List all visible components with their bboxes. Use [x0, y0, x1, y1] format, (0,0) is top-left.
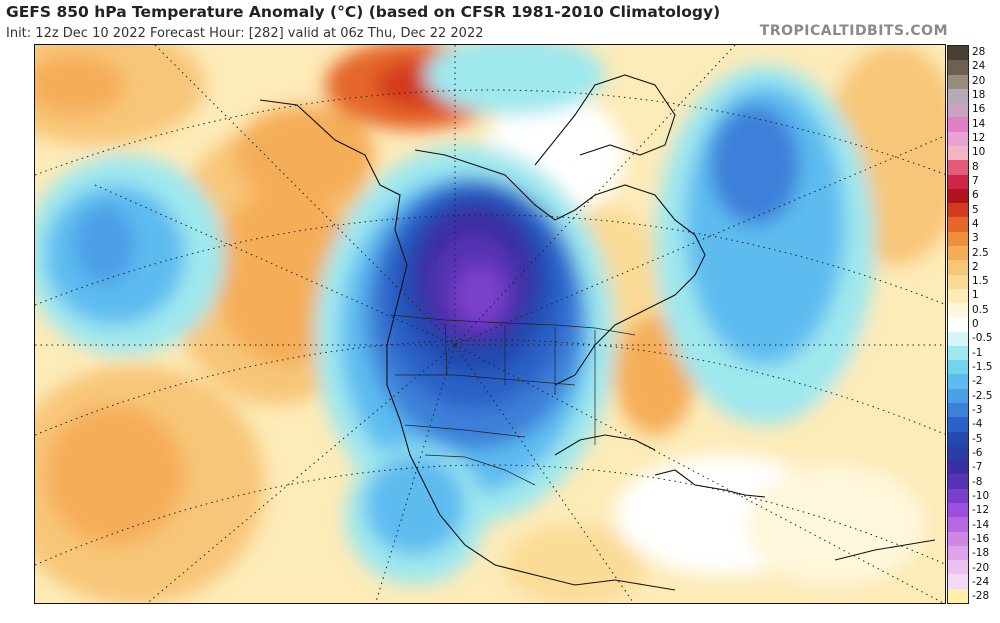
colorbar-swatch — [948, 403, 968, 418]
colorbar-label: 18 — [972, 88, 986, 101]
colorbar-swatch — [948, 388, 968, 404]
colorbar-swatch — [948, 245, 968, 261]
colorbar-label: -1.5 — [972, 361, 993, 374]
colorbar-swatch — [948, 374, 968, 389]
colorbar-label: 5 — [972, 203, 979, 216]
colorbar-swatch — [948, 503, 968, 518]
anomaly-map — [34, 44, 946, 604]
colorbar-label: -0.5 — [972, 332, 993, 345]
colorbar-label: -20 — [972, 561, 990, 574]
colorbar-swatch — [948, 188, 968, 204]
colorbar-label: -10 — [972, 490, 990, 503]
colorbar-swatch — [948, 74, 968, 89]
colorbar-swatch — [948, 417, 968, 432]
colorbar-label: -8 — [972, 475, 983, 488]
colorbar-label: -28 — [972, 590, 990, 603]
colorbar-label: 2 — [972, 260, 979, 273]
colorbar-label: -4 — [972, 418, 983, 431]
colorbar-swatch — [948, 560, 968, 575]
forecast-info: Init: 12z Dec 10 2022 Forecast Hour: [28… — [6, 26, 484, 41]
map-title: GEFS 850 hPa Temperature Anomaly (°C) (b… — [6, 3, 721, 21]
colorbar-label: -16 — [972, 533, 990, 546]
colorbar-swatch — [948, 345, 968, 361]
colorbar-labels: 28 24 20 18 16 14 12 10 8 7 6 5 4 3 2.5 2 1.5 1 0.5 0 -0.5 -1… — [972, 45, 1000, 604]
colorbar-label: 1 — [972, 289, 979, 302]
source-credit: TROPICALTIDBITS.COM — [759, 23, 948, 39]
colorbar-label: -6 — [972, 447, 983, 460]
colorbar-swatch — [948, 474, 968, 489]
colorbar-label: 14 — [972, 117, 986, 130]
colorbar-label: -24 — [972, 576, 990, 589]
colorbar-label: 4 — [972, 217, 979, 230]
colorbar-label: 8 — [972, 160, 979, 173]
colorbar-label: 24 — [972, 60, 986, 73]
colorbar-label: 3 — [972, 232, 979, 245]
colorbar-swatch — [948, 574, 968, 589]
colorbar-label: 0.5 — [972, 303, 989, 316]
colorbar-swatch — [948, 545, 968, 561]
colorbar-swatch — [948, 46, 968, 61]
colorbar-swatch — [948, 174, 968, 189]
colorbar-swatch — [948, 460, 968, 475]
colorbar-swatch — [948, 288, 968, 304]
colorbar-swatch — [948, 103, 968, 118]
colorbar-label: 20 — [972, 74, 986, 87]
colorbar-swatch — [948, 303, 968, 318]
colorbar-label: 6 — [972, 189, 979, 202]
colorbar-swatch — [948, 331, 968, 346]
colorbar-swatch — [948, 60, 968, 75]
colorbar-swatch — [948, 231, 968, 246]
colorbar-swatch — [948, 517, 968, 532]
colorbar-swatch — [948, 131, 968, 146]
borders — [389, 314, 636, 486]
colorbar-label: 2.5 — [972, 246, 989, 259]
colorbar-swatch — [948, 445, 968, 461]
colorbar-swatch — [948, 160, 968, 175]
colorbar-label: 0 — [972, 318, 979, 331]
colorbar-swatch — [948, 488, 968, 503]
colorbar-label: 7 — [972, 174, 979, 187]
colorbar-label: -7 — [972, 461, 983, 474]
colorbar-swatch — [948, 531, 968, 546]
graticule — [35, 45, 945, 603]
colorbar-swatch — [948, 145, 968, 161]
colorbar-label: 28 — [972, 45, 986, 58]
colorbar-label: -14 — [972, 518, 990, 531]
colorbar-label: -18 — [972, 547, 990, 560]
colorbar-label: 12 — [972, 131, 986, 144]
colorbar-swatch — [948, 317, 968, 332]
colorbar-label: 10 — [972, 146, 986, 159]
colorbar-swatch — [948, 588, 968, 603]
colorbar-swatch — [948, 260, 968, 275]
colorbar-label: 1.5 — [972, 275, 989, 288]
colorbar-label: -2.5 — [972, 389, 993, 402]
colorbar — [947, 45, 969, 604]
colorbar-swatch — [948, 117, 968, 132]
coastlines — [259, 74, 936, 591]
colorbar-swatch — [948, 88, 968, 104]
colorbar-swatch — [948, 360, 968, 375]
colorbar-label: -12 — [972, 504, 990, 517]
colorbar-swatch — [948, 217, 968, 232]
colorbar-swatch — [948, 203, 968, 218]
colorbar-label: 16 — [972, 103, 986, 116]
colorbar-swatch — [948, 431, 968, 446]
colorbar-label: -5 — [972, 432, 983, 445]
colorbar-label: -3 — [972, 404, 983, 417]
colorbar-label: -2 — [972, 375, 983, 388]
colorbar-swatch — [948, 274, 968, 289]
colorbar-label: -1 — [972, 346, 983, 359]
